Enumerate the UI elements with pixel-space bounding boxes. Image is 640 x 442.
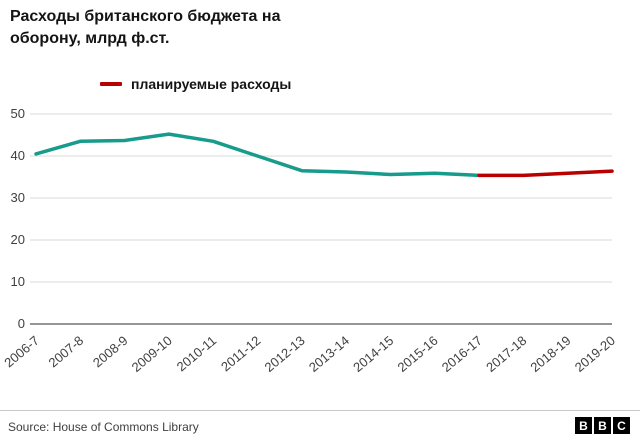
- planned-series-label: планируемые расходы: [131, 76, 292, 92]
- svg-text:2008-9: 2008-9: [90, 333, 131, 371]
- svg-text:2009-10: 2009-10: [129, 333, 175, 375]
- bbc-logo-letter: B: [575, 417, 592, 434]
- svg-text:2013-14: 2013-14: [306, 333, 352, 375]
- bbc-logo-letter: C: [613, 417, 630, 434]
- svg-text:40: 40: [11, 148, 25, 163]
- svg-text:2007-8: 2007-8: [46, 333, 87, 371]
- svg-text:2010-11: 2010-11: [174, 333, 219, 375]
- svg-text:2011-12: 2011-12: [218, 333, 263, 375]
- svg-text:2015-16: 2015-16: [395, 333, 441, 375]
- line-chart: 0 10 20 30 40 50 2006-7 2007-8 2008-9 2009-10 2010…: [0, 100, 640, 400]
- chart-title: Расходы британского бюджета на оборону, …: [10, 8, 281, 47]
- planned-series-swatch-icon: [100, 82, 122, 86]
- footer-divider: [0, 410, 640, 411]
- svg-text:50: 50: [11, 106, 25, 121]
- svg-text:10: 10: [11, 274, 25, 289]
- svg-text:2019-20: 2019-20: [572, 333, 618, 375]
- svg-text:20: 20: [11, 232, 25, 247]
- source-attribution: Source: House of Commons Library: [8, 420, 199, 434]
- chart-canvas: 0 10 20 30 40 50 2006-7 2007-8 2008-92009-102010…: [1, 106, 618, 375]
- bbc-logo: B B C: [575, 417, 630, 434]
- svg-text:2014-15: 2014-15: [350, 333, 396, 375]
- svg-text:2012-13: 2012-13: [262, 333, 308, 375]
- svg-text:2018-19: 2018-19: [527, 333, 573, 375]
- svg-text:2006-7: 2006-7: [1, 333, 42, 371]
- svg-text:2017-18: 2017-18: [483, 333, 529, 375]
- bbc-logo-letter: B: [594, 417, 611, 434]
- svg-text:2016-17: 2016-17: [439, 333, 485, 375]
- chart-legend: планируемые расходы: [100, 76, 291, 92]
- svg-text:30: 30: [11, 190, 25, 205]
- svg-text:0: 0: [18, 316, 25, 331]
